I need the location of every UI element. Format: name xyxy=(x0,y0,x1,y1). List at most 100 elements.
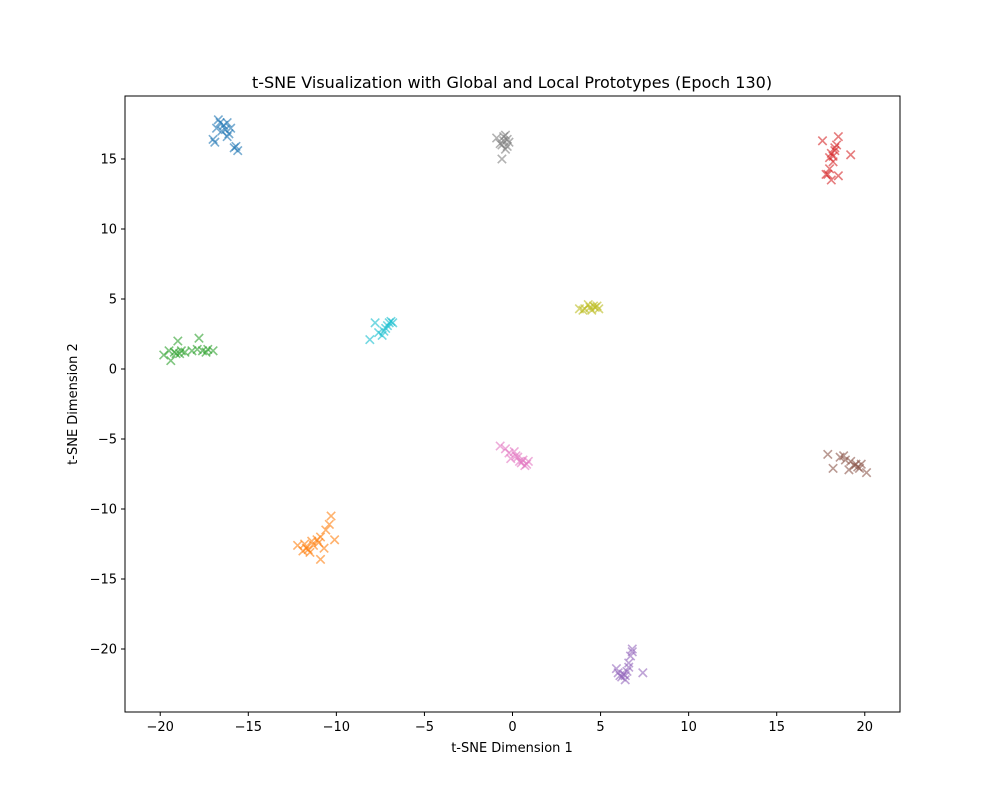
x-tick-label: 10 xyxy=(680,720,697,735)
data-point xyxy=(491,133,502,143)
series-1 xyxy=(292,511,340,565)
data-point xyxy=(213,115,224,125)
data-point xyxy=(326,511,336,521)
data-point xyxy=(313,537,324,548)
x-axis-label: t-SNE Dimension 1 xyxy=(451,741,573,756)
data-point xyxy=(578,305,588,315)
x-tick-label: 20 xyxy=(856,720,873,735)
x-tick-label: −10 xyxy=(323,720,350,735)
data-point xyxy=(329,535,340,545)
x-axis-ticks: −20 −15 −10 −5 0 5 10 15 20 xyxy=(147,712,873,735)
data-point xyxy=(502,141,512,152)
data-point xyxy=(824,164,835,174)
data-point xyxy=(497,154,507,164)
y-tick-label: −5 xyxy=(98,433,117,448)
data-point xyxy=(500,130,511,140)
x-tick-label: −5 xyxy=(415,720,434,735)
data-point xyxy=(627,644,638,654)
series-8 xyxy=(574,299,604,315)
data-point xyxy=(623,658,634,668)
x-tick-label: 0 xyxy=(508,720,516,735)
data-point xyxy=(211,123,222,133)
data-point xyxy=(823,449,833,460)
data-point xyxy=(379,326,389,336)
data-point xyxy=(315,554,326,565)
data-point xyxy=(613,668,623,678)
data-points xyxy=(158,115,872,685)
data-point xyxy=(833,131,844,142)
y-axis-ticks: −20 −15 −10 −5 0 5 10 15 xyxy=(90,153,125,658)
data-point xyxy=(833,171,844,181)
data-point xyxy=(844,465,854,475)
series-4 xyxy=(611,644,648,685)
x-tick-label: 15 xyxy=(768,720,785,735)
y-tick-label: −15 xyxy=(90,573,117,588)
data-point xyxy=(592,301,602,311)
data-point xyxy=(324,519,335,530)
data-point xyxy=(229,143,239,153)
data-point xyxy=(620,670,630,681)
series-5 xyxy=(823,449,872,478)
plot-frame xyxy=(124,95,901,713)
chart-title: t-SNE Visualization with Global and Loca… xyxy=(252,73,772,92)
data-point xyxy=(828,151,838,161)
data-point xyxy=(387,318,398,328)
data-point xyxy=(627,647,638,657)
data-point xyxy=(495,441,505,451)
data-point xyxy=(222,131,232,142)
y-tick-label: 10 xyxy=(100,223,117,238)
series-9 xyxy=(365,316,398,345)
data-point xyxy=(588,301,599,311)
data-point xyxy=(382,320,393,331)
data-point xyxy=(495,138,505,149)
data-point xyxy=(321,525,331,535)
data-point xyxy=(623,662,634,672)
data-point xyxy=(823,169,833,180)
data-point xyxy=(315,532,326,542)
data-point xyxy=(505,453,516,464)
series-2 xyxy=(158,333,218,366)
data-point xyxy=(831,140,842,150)
x-tick-label: −20 xyxy=(147,720,174,735)
data-point xyxy=(201,347,211,357)
data-point xyxy=(306,536,317,546)
data-point xyxy=(511,451,521,461)
series-7 xyxy=(491,130,514,164)
data-point xyxy=(370,318,380,328)
y-tick-label: 5 xyxy=(109,293,117,308)
y-tick-label: 0 xyxy=(109,363,117,378)
data-point xyxy=(830,145,840,156)
data-point xyxy=(838,451,849,461)
series-6 xyxy=(495,441,534,471)
data-point xyxy=(828,463,838,474)
data-point xyxy=(192,344,202,355)
data-point xyxy=(210,137,220,147)
y-tick-label: −10 xyxy=(90,503,117,518)
data-point xyxy=(222,117,232,128)
data-point xyxy=(821,169,831,180)
x-tick-label: 5 xyxy=(596,720,604,735)
data-point xyxy=(169,347,180,357)
y-tick-label: −20 xyxy=(90,643,117,658)
data-point xyxy=(173,336,183,346)
data-point xyxy=(292,540,303,551)
y-tick-label: 15 xyxy=(100,153,117,168)
data-point xyxy=(817,136,828,146)
data-point xyxy=(861,467,872,478)
data-point xyxy=(365,334,375,345)
series-3 xyxy=(817,131,856,185)
data-point xyxy=(208,346,218,356)
data-point xyxy=(166,355,176,366)
series-0 xyxy=(208,115,243,156)
data-point xyxy=(301,543,312,553)
data-point xyxy=(225,123,236,133)
data-point xyxy=(194,333,204,343)
data-point xyxy=(638,668,648,678)
data-point xyxy=(520,460,530,471)
y-axis-label: t-SNE Dimension 2 xyxy=(66,343,81,465)
data-point xyxy=(845,150,856,160)
data-point xyxy=(854,463,865,474)
x-tick-label: −15 xyxy=(235,720,262,735)
